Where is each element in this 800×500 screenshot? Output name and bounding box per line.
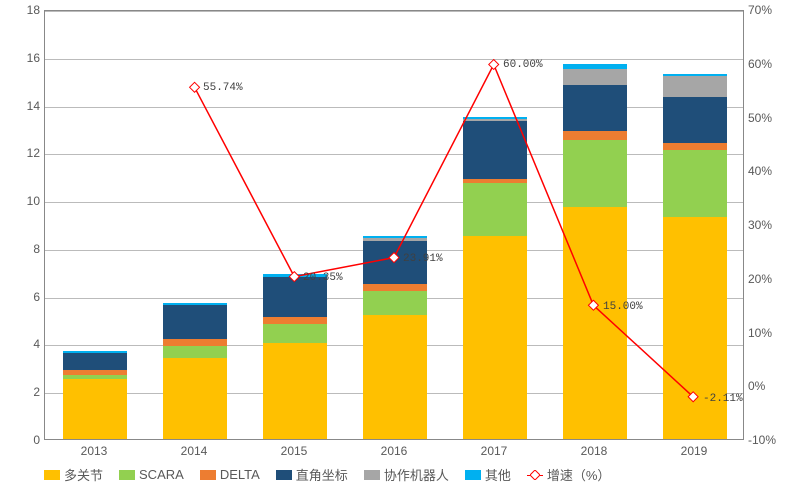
legend-label: 直角坐标 (296, 465, 348, 484)
bar-segment-scara (663, 150, 727, 217)
bar-segment-zhijiao (563, 85, 627, 130)
growth-label: 60.00% (503, 59, 543, 71)
legend-item-scara: SCARA (119, 465, 184, 484)
legend-swatch (200, 470, 216, 480)
bar-segment-qita (463, 117, 527, 119)
growth-label: 23.91% (403, 253, 443, 265)
x-tick-label: 2019 (681, 444, 708, 458)
y1-tick-label: 10 (6, 194, 40, 208)
bar-segment-duoguanjie (563, 207, 627, 439)
legend-label: 其他 (485, 465, 511, 484)
y1-tick-label: 0 (6, 433, 40, 447)
bar-segment-xiezuo (463, 119, 527, 121)
bar-segment-duoguanjie (663, 217, 727, 439)
legend-label: 协作机器人 (384, 465, 449, 484)
bar-segment-delta (663, 143, 727, 150)
bar-segment-xiezuo (363, 238, 427, 240)
x-tick-label: 2015 (281, 444, 308, 458)
bar-segment-zhijiao (63, 353, 127, 370)
bar-segment-zhijiao (663, 97, 727, 142)
bar-segment-duoguanjie (263, 343, 327, 439)
y1-tick-label: 14 (6, 99, 40, 113)
gridline (45, 11, 743, 12)
bar-segment-delta (563, 131, 627, 141)
bar-segment-delta (63, 370, 127, 375)
y2-tick-label: -10% (748, 433, 776, 447)
bar-segment-qita (363, 236, 427, 238)
bar-segment-duoguanjie (63, 379, 127, 439)
y1-tick-label: 8 (6, 242, 40, 256)
growth-label: 15.00% (603, 301, 643, 313)
bar-segment-delta (163, 339, 227, 346)
y1-tick-label: 4 (6, 337, 40, 351)
growth-label: -2.11% (703, 393, 743, 405)
legend-label: SCARA (139, 467, 184, 482)
bar-segment-scara (163, 346, 227, 358)
legend-item-growth: 增速（%） (527, 465, 611, 484)
bar-segment-qita (163, 303, 227, 305)
gridline (45, 202, 743, 203)
bar-segment-duoguanjie (363, 315, 427, 439)
legend-swatch (44, 470, 60, 480)
legend-label: 多关节 (64, 465, 103, 484)
x-tick-label: 2018 (581, 444, 608, 458)
gridline (45, 107, 743, 108)
bar-segment-scara (263, 324, 327, 343)
plot-area: 55.74% 20.35% 23.91% 60.00% 15.00% -2.11% (44, 10, 744, 440)
x-tick-label: 2014 (181, 444, 208, 458)
bar-segment-qita (563, 64, 627, 69)
bar-segment-delta (263, 317, 327, 324)
bar-segment-qita (663, 74, 727, 76)
legend-swatch (119, 470, 135, 480)
bar-segment-duoguanjie (163, 358, 227, 439)
legend-item-delta: DELTA (200, 465, 260, 484)
bar-segment-zhijiao (463, 121, 527, 178)
bar-segment-delta (363, 284, 427, 291)
y1-tick-label: 16 (6, 51, 40, 65)
y2-tick-label: 0% (748, 379, 765, 393)
chart-container: 55.74% 20.35% 23.91% 60.00% 15.00% -2.11% 0 2 4… (0, 0, 800, 500)
gridline (45, 154, 743, 155)
bar-segment-xiezuo (563, 69, 627, 86)
x-tick-label: 2016 (381, 444, 408, 458)
y1-tick-label: 2 (6, 385, 40, 399)
y1-tick-label: 18 (6, 3, 40, 17)
legend-swatch (364, 470, 380, 480)
bar-segment-qita (63, 351, 127, 353)
growth-label: 20.35% (303, 272, 343, 284)
y1-tick-label: 6 (6, 290, 40, 304)
legend-label: DELTA (220, 467, 260, 482)
bar-segment-delta (463, 179, 527, 184)
growth-label: 55.74% (203, 82, 243, 94)
legend-swatch (465, 470, 481, 480)
legend: 多关节 SCARA DELTA 直角坐标 协作机器人 其他 增速（%） (44, 465, 744, 484)
x-tick-label: 2017 (481, 444, 508, 458)
legend-item-xiezuo: 协作机器人 (364, 465, 449, 484)
bar-segment-zhijiao (163, 305, 227, 338)
growth-marker (190, 82, 200, 92)
bar-segment-scara (363, 291, 427, 315)
y2-tick-label: 40% (748, 164, 772, 178)
legend-item-duoguanjie: 多关节 (44, 465, 103, 484)
y2-tick-label: 70% (748, 3, 772, 17)
gridline (45, 59, 743, 60)
growth-marker (489, 60, 499, 70)
x-tick-label: 2013 (81, 444, 108, 458)
y2-tick-label: 20% (748, 272, 772, 286)
y2-tick-label: 10% (748, 326, 772, 340)
y2-tick-label: 30% (748, 218, 772, 232)
y1-tick-label: 12 (6, 146, 40, 160)
legend-swatch (276, 470, 292, 480)
bar-segment-scara (563, 140, 627, 207)
legend-item-qita: 其他 (465, 465, 511, 484)
legend-item-zhijiao: 直角坐标 (276, 465, 348, 484)
legend-line-marker (527, 470, 543, 480)
y2-tick-label: 50% (748, 111, 772, 125)
bar-segment-xiezuo (663, 76, 727, 98)
y2-tick-label: 60% (748, 57, 772, 71)
bar-segment-scara (63, 375, 127, 380)
bar-segment-duoguanjie (463, 236, 527, 439)
bar-segment-scara (463, 183, 527, 236)
legend-label: 增速（%） (547, 465, 611, 484)
